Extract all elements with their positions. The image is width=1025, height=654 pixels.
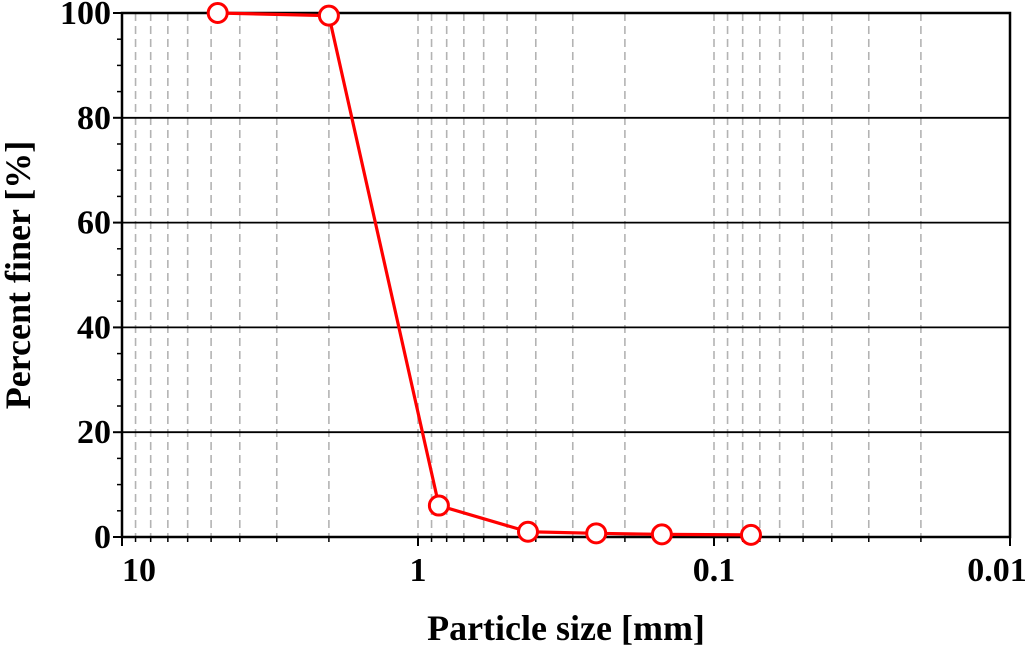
y-tick-label: 100 xyxy=(60,0,111,32)
data-point-marker xyxy=(516,520,539,543)
x-tick-label: 10 xyxy=(122,552,156,589)
x-tick-label: 0.1 xyxy=(693,552,736,589)
axis-ticks xyxy=(113,12,1011,546)
data-series xyxy=(206,2,762,546)
y-tick-label: 0 xyxy=(94,519,111,556)
x-axis-title: Particle size [mm] xyxy=(427,608,705,648)
data-point-marker xyxy=(650,523,673,546)
y-tick-label: 80 xyxy=(77,100,111,137)
data-point-marker xyxy=(427,494,450,517)
y-tick-label: 40 xyxy=(77,309,111,346)
tick-labels: 10 1 0.1 0.01 0 20 40 60 80 100 xyxy=(60,0,1025,589)
gridlines xyxy=(122,13,1010,537)
plot-border xyxy=(120,11,1012,539)
data-point-marker xyxy=(739,523,762,546)
x-tick-label: 1 xyxy=(410,552,427,589)
data-point-marker xyxy=(206,2,229,24)
data-point-marker xyxy=(585,522,608,545)
y-tick-label: 20 xyxy=(77,414,111,451)
y-tick-label: 60 xyxy=(77,205,111,242)
x-tick-label: 0.01 xyxy=(967,552,1025,589)
y-axis-title: Percent finer [%] xyxy=(0,141,38,410)
data-point-marker xyxy=(317,4,340,27)
